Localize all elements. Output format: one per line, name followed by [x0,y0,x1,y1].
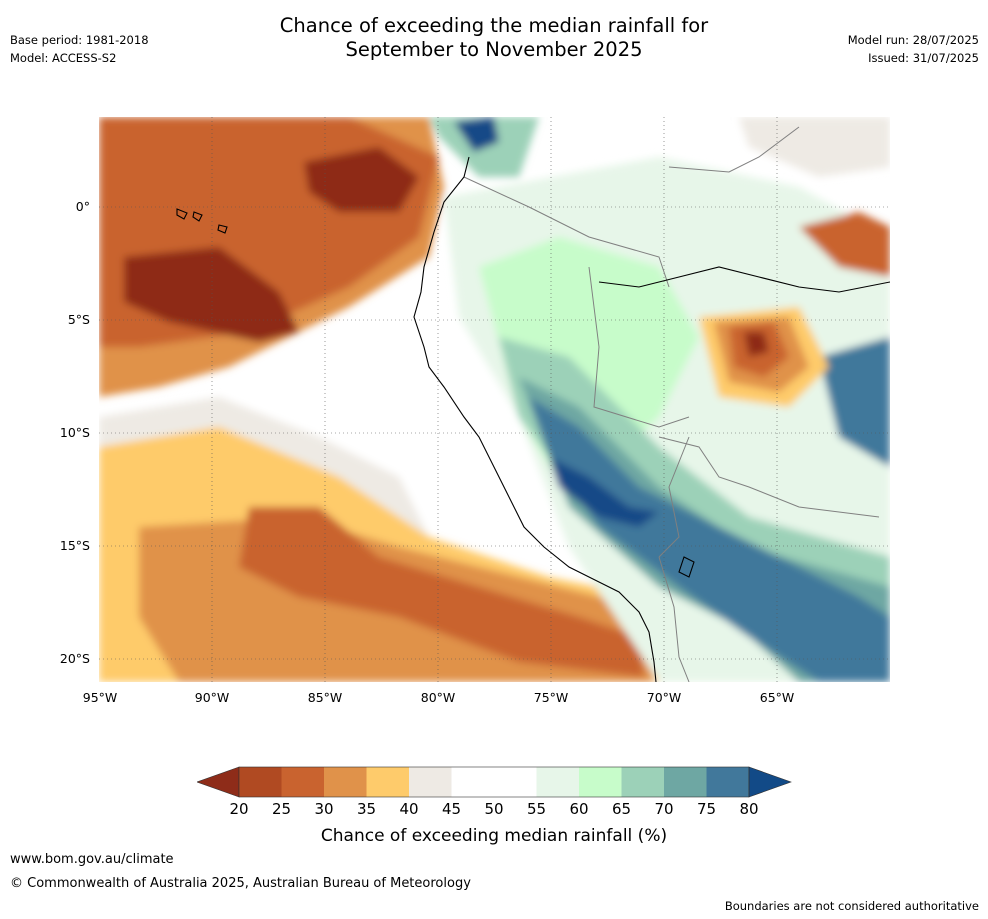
probability-field [99,117,890,682]
country-borders [463,126,880,682]
colorbar-tick-55: 55 [526,800,547,818]
colorbar-segment-65-70 [621,767,664,797]
lon-label-65w: 65°W [759,690,795,705]
colorbar-segment-70-75 [664,767,707,797]
border-colombia-brazil [668,126,800,173]
lon-label-80w: 80°W [420,690,456,705]
metadata-right: Model run: 28/07/2025 Issued: 31/07/2025 [848,31,979,67]
colorbar-tick-65: 65 [611,800,632,818]
colorbar-tick-75: 75 [696,800,717,818]
copyright-text: © Commonwealth of Australia 2025, Austra… [10,876,471,891]
colorbar-tick-50: 50 [484,800,504,818]
lon-label-90w: 90°W [194,690,230,705]
colorbar-segment-35-40 [366,767,409,797]
colorbar-tick-70: 70 [654,800,674,818]
lat-label-0: 0° [75,199,90,214]
ne-dry-patch [799,212,890,277]
lon-label-70w: 70°W [646,690,682,705]
colorbar-segment-75-80 [706,767,749,797]
colorbar-tick-45: 45 [441,800,462,818]
coastline-galapagos-1 [176,208,188,220]
colorbar-tick-30: 30 [314,800,334,818]
colorbar-tick-25: 25 [271,800,292,818]
metadata-left: Base period: 1981-2018 Model: ACCESS-S2 [10,31,149,67]
border-peru-bolivia [658,436,690,558]
colorbar-segment-30-35 [324,767,367,797]
coastline-pacific [413,156,657,682]
dry-region-deep-1 [124,247,299,342]
colorbar-segment-20-25 [239,767,282,797]
coastline-amazon-river [598,266,890,293]
model-run-text: Model run: 28/07/2025 [847,33,979,47]
andes-deep-blue [549,457,659,527]
map-panel [99,117,890,682]
colorbar-tick-80: 80 [739,800,759,818]
lon-label-85w: 85°W [307,690,343,705]
rainfall-map [99,117,890,682]
lon-label-75w: 75°W [533,690,569,705]
colorbar-tick-20: 20 [229,800,249,818]
coastlines [176,156,890,682]
title-line-1: Chance of exceeding the median rainfall … [279,14,709,37]
lat-label-15s: 15°S [59,538,90,553]
colorbar-tick-40: 40 [399,800,419,818]
border-colombia-peru [463,176,670,288]
colorbar-tick-35: 35 [356,800,377,818]
colorbar-segment-50-55 [494,767,537,797]
southern-dry-core [239,507,644,677]
title-line-2: September to November 2025 [345,38,643,61]
colorbar-segment-55-60 [536,767,579,797]
model-text: Model: ACCESS-S2 [10,51,117,65]
border-bolivia-chile [658,556,690,682]
northern-wet-core [454,117,499,152]
colorbar-segment-60-65 [579,767,622,797]
lon-label-95w: 95°W [82,690,118,705]
colorbar-segment-40-45 [409,767,452,797]
border-peru-brazil [588,266,690,428]
colorbar [197,766,792,798]
colorbar-tick-60: 60 [569,800,589,818]
colorbar-label: Chance of exceeding median rainfall (%) [320,826,668,846]
coastline-titicaca [678,556,695,578]
base-period-text: Base period: 1981-2018 [10,33,149,47]
ne-neutral-patch [739,117,890,177]
issued-text: Issued: 31/07/2025 [868,51,979,65]
border-brazil-bolivia [658,436,880,518]
colorbar-segment-25-30 [281,767,324,797]
map-title: Chance of exceeding the median rainfall … [0,14,988,62]
coastline-galapagos-2 [192,211,203,222]
andes-blue-teal [529,397,890,682]
eastern-blue-teal [819,337,890,467]
colorbar-arrow-high [748,766,792,798]
lat-label-20s: 20°S [59,651,90,666]
website-link[interactable]: www.bom.gov.au/climate [10,852,174,867]
colorbar-arrow-low [197,766,240,798]
coastline-galapagos-3 [217,224,228,234]
interior-dry-deep [744,332,769,357]
lat-label-10s: 10°S [59,425,90,440]
lat-label-5s: 5°S [67,312,90,327]
colorbar-outline [238,766,750,798]
dry-region-deep-2 [304,147,419,212]
colorbar-segment-45-50 [451,767,494,797]
disclaimer-text: Boundaries are not considered authoritat… [724,899,979,913]
